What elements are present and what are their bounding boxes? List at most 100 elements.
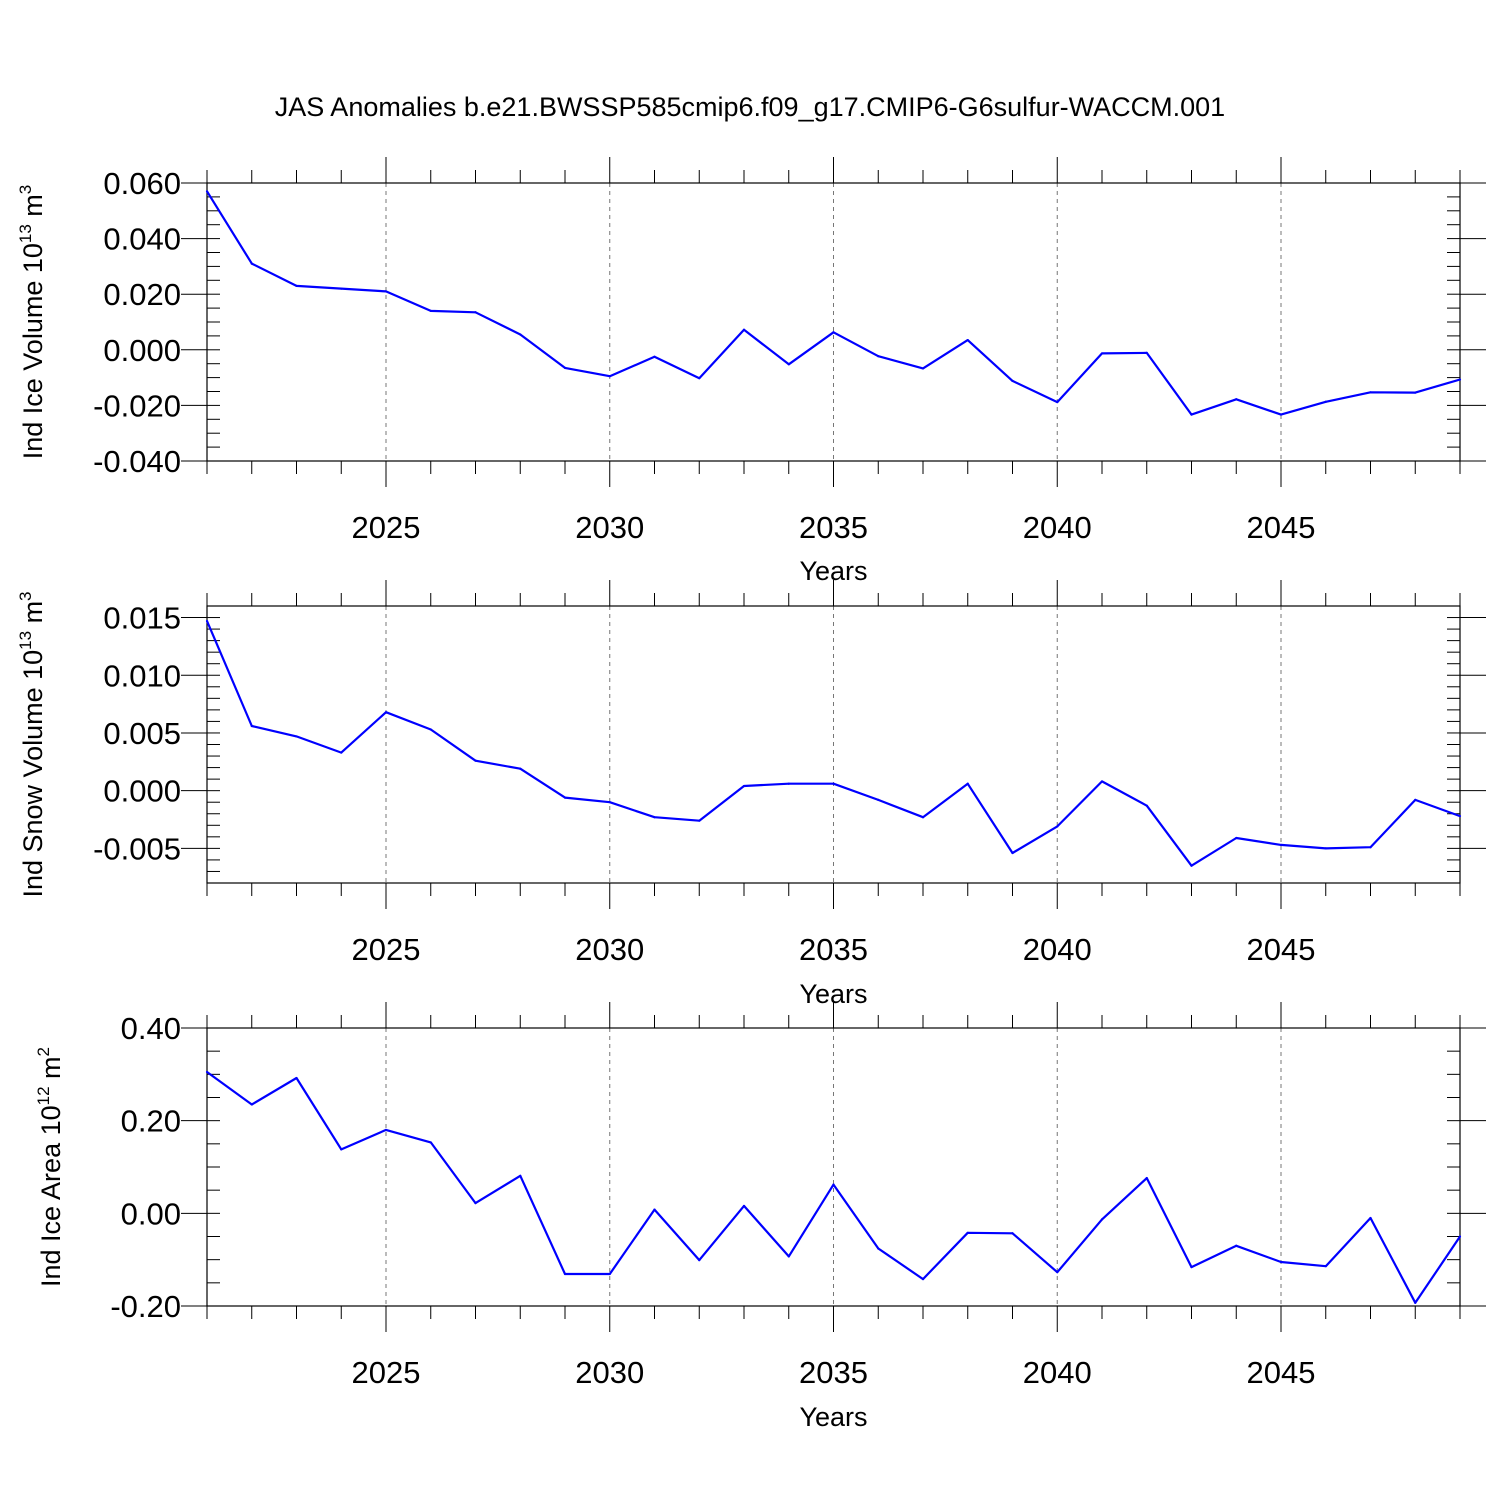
y-tick-label: 0.005 (103, 716, 181, 751)
data-point (295, 1076, 298, 1080)
x-tick-label: 2045 (1247, 932, 1316, 967)
data-point (1190, 1265, 1193, 1269)
data-point (1369, 1216, 1372, 1220)
data-point (1056, 825, 1059, 828)
data-point (1414, 798, 1417, 802)
data-point (250, 1103, 253, 1106)
data-point (742, 1204, 746, 1208)
data-point (1011, 379, 1014, 383)
data-point (429, 728, 432, 731)
y-tick-label: 0.000 (103, 333, 181, 368)
data-point (1100, 780, 1104, 783)
data-point (1056, 1271, 1059, 1274)
y-axis-label-part: m (18, 601, 48, 631)
y-tick-label: 0.20 (121, 1104, 181, 1139)
y-tick-label: 0.000 (103, 774, 181, 809)
data-point (1414, 1301, 1417, 1304)
data-point (787, 782, 790, 785)
data-point (205, 190, 209, 193)
data-point (742, 784, 746, 788)
data-point (787, 1255, 790, 1258)
data-point (563, 366, 567, 369)
y-tick-label: 0.40 (121, 1011, 181, 1046)
data-point (608, 801, 611, 804)
data-point (295, 284, 298, 287)
y-axis-label-part: 3 (16, 185, 35, 194)
data-point (1458, 814, 1462, 818)
x-axis-label: Years (799, 1402, 867, 1432)
chart-panel-2: 0.015 0.010 0.005 0.000 -0.005 2025 2030 2035 20… (16, 580, 1486, 1009)
data-point (1279, 413, 1283, 416)
data-point (653, 355, 656, 358)
data-point (1190, 413, 1193, 416)
data-point (1100, 352, 1104, 355)
data-point (698, 819, 701, 822)
x-tick-label: 2040 (1023, 1355, 1092, 1390)
x-tick-label: 2045 (1247, 510, 1316, 545)
data-point (563, 1272, 567, 1276)
data-point (1056, 400, 1059, 404)
data-point (1145, 804, 1148, 807)
data-point (1235, 1244, 1238, 1247)
data-point (519, 1174, 522, 1177)
data-point (1145, 1177, 1148, 1180)
data-point (742, 328, 746, 331)
data-point (340, 287, 343, 290)
data-point (384, 290, 388, 293)
data-point (877, 798, 880, 802)
data-point (1190, 864, 1193, 867)
data-point (340, 1148, 343, 1151)
x-tick-label: 2040 (1023, 932, 1092, 967)
data-point (1369, 391, 1372, 394)
y-tick-label: -0.020 (93, 388, 181, 423)
data-point (1011, 1232, 1014, 1235)
data-point (653, 816, 656, 819)
data-point (1458, 1235, 1462, 1238)
y-tick-label: 0.010 (103, 658, 181, 693)
data-point (832, 782, 835, 785)
y-axis-label: Ind Ice Area 1012 m2 (34, 1047, 66, 1287)
data-point (1414, 391, 1417, 394)
x-tick-label: 2035 (799, 1355, 868, 1390)
data-point (877, 1247, 880, 1250)
data-point (1235, 398, 1238, 401)
data-point (877, 355, 880, 358)
data-point (1100, 1218, 1104, 1221)
data-point (250, 262, 253, 265)
y-tick-label: 0.020 (103, 277, 181, 312)
y-axis-label-part: Ind Ice Area 10 (36, 1105, 66, 1287)
data-point (698, 377, 701, 380)
x-tick-label: 2025 (352, 510, 421, 545)
data-point (966, 782, 969, 785)
data-point (563, 796, 567, 799)
data-point (1279, 1260, 1283, 1264)
y-axis-label-part: m (36, 1056, 66, 1086)
data-point (340, 751, 343, 754)
data-point (1279, 843, 1283, 847)
data-point (966, 338, 969, 342)
y-axis-label-part: 13 (16, 224, 35, 243)
data-point (921, 367, 925, 370)
chart-panel-1: 0.060 0.040 0.020 0.000 -0.020 -0.040 2025 2030… (16, 157, 1486, 586)
y-axis-label-part: 2 (34, 1047, 53, 1056)
y-tick-label: -0.20 (110, 1289, 181, 1324)
y-axis-label-part: 13 (16, 631, 35, 650)
y-axis-label-part: 12 (34, 1086, 53, 1105)
y-axis-label-part: m (18, 194, 48, 224)
y-tick-label: 0.060 (103, 166, 181, 201)
data-point (1324, 1265, 1327, 1268)
x-tick-label: 2030 (575, 510, 644, 545)
data-point (966, 1231, 969, 1234)
data-point (295, 735, 298, 738)
data-point (832, 331, 835, 334)
y-axis-label: Ind Snow Volume 1013 m3 (16, 591, 48, 897)
data-point (384, 1128, 388, 1132)
x-tick-label: 2030 (575, 932, 644, 967)
data-point (205, 619, 209, 623)
data-point (921, 816, 925, 819)
x-tick-label: 2030 (575, 1355, 644, 1390)
y-tick-label: 0.040 (103, 222, 181, 257)
data-point (474, 759, 477, 762)
data-point (519, 767, 522, 770)
data-point (921, 1278, 925, 1281)
